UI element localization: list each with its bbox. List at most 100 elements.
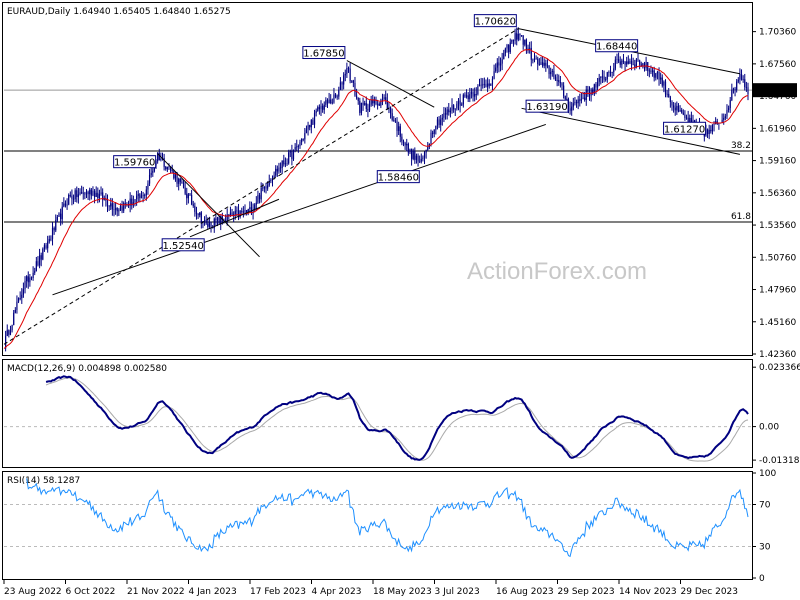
candle-body bbox=[475, 94, 477, 95]
candle-body bbox=[22, 289, 25, 295]
candle-body bbox=[373, 99, 375, 104]
candle-body bbox=[687, 117, 689, 124]
candle-body bbox=[543, 62, 545, 66]
candle-body bbox=[613, 68, 615, 73]
current-price-marker bbox=[753, 83, 797, 98]
candle-body bbox=[228, 214, 230, 216]
candle-body bbox=[320, 105, 322, 110]
candle-body bbox=[43, 245, 46, 249]
candle-body bbox=[355, 95, 358, 98]
candle-body bbox=[281, 160, 283, 168]
candle-body bbox=[339, 82, 342, 90]
candle-body bbox=[553, 70, 555, 78]
candle-body bbox=[590, 89, 592, 96]
candle-body bbox=[200, 212, 202, 223]
candle-body bbox=[681, 109, 683, 113]
candle-body bbox=[410, 148, 413, 159]
watermark: ActionForex.com bbox=[467, 258, 647, 285]
candle-body bbox=[485, 83, 487, 87]
candle-body bbox=[520, 35, 523, 37]
current-price-label: 1.65275 bbox=[756, 86, 793, 96]
candle-body bbox=[255, 202, 257, 205]
candle-body bbox=[689, 117, 691, 124]
candle-body bbox=[535, 58, 537, 60]
candle-body bbox=[242, 211, 244, 213]
candle-body bbox=[692, 120, 694, 123]
candle-body bbox=[487, 83, 489, 87]
candle-body bbox=[655, 73, 657, 78]
trendline bbox=[3, 28, 519, 345]
candle-body bbox=[208, 222, 211, 227]
candle-body bbox=[291, 151, 293, 160]
candle-body bbox=[377, 103, 379, 105]
candle-body bbox=[587, 89, 589, 93]
candle-body bbox=[621, 60, 623, 65]
candle-body bbox=[367, 108, 369, 111]
candle-body bbox=[483, 83, 485, 85]
candle-body bbox=[580, 98, 583, 101]
candle-body bbox=[333, 94, 335, 103]
candle-body bbox=[118, 210, 120, 212]
candle-body bbox=[108, 205, 110, 207]
candle-body bbox=[422, 157, 424, 159]
ema-line bbox=[3, 48, 749, 349]
macd-panel-header: MACD(12,26,9) 0.004898 0.002580 bbox=[7, 364, 167, 374]
annotation-label: 1.67850 bbox=[303, 49, 344, 60]
candle-body bbox=[744, 79, 746, 88]
candle-body bbox=[63, 203, 65, 207]
candle-body bbox=[650, 70, 652, 73]
candle-body bbox=[451, 105, 453, 111]
candle-body bbox=[548, 65, 550, 75]
candle-body bbox=[186, 193, 188, 199]
candle-body bbox=[150, 172, 152, 176]
candle-body bbox=[512, 39, 515, 41]
candle-body bbox=[616, 59, 618, 60]
candle-body bbox=[634, 64, 636, 67]
candle-body bbox=[184, 187, 186, 194]
price-tick-label: 1.50760 bbox=[759, 253, 796, 263]
candle-body bbox=[267, 185, 269, 189]
candle-body bbox=[642, 63, 644, 67]
candle-body bbox=[268, 181, 270, 186]
candle-body bbox=[624, 62, 626, 65]
candle-body bbox=[292, 149, 295, 160]
candle-body bbox=[569, 108, 571, 111]
candle-body bbox=[19, 298, 21, 299]
candle-body bbox=[72, 198, 75, 200]
candle-body bbox=[346, 68, 348, 74]
candle-body bbox=[488, 83, 490, 86]
candle-body bbox=[349, 68, 351, 81]
candle-body bbox=[181, 181, 183, 183]
candle-body bbox=[265, 186, 267, 189]
candle-body bbox=[598, 77, 600, 82]
price-tick-label: 1.47960 bbox=[759, 286, 796, 296]
candle-body bbox=[585, 89, 587, 100]
candle-body bbox=[467, 95, 469, 100]
candle-body bbox=[307, 125, 309, 130]
candle-body bbox=[362, 102, 364, 105]
candle-body bbox=[419, 161, 421, 163]
candle-body bbox=[357, 97, 359, 101]
candle-body bbox=[558, 79, 560, 83]
candle-body bbox=[540, 62, 542, 65]
trendline bbox=[157, 153, 260, 258]
candle-body bbox=[603, 76, 605, 80]
candle-body bbox=[595, 84, 597, 88]
candle-body bbox=[244, 210, 246, 213]
candle-body bbox=[546, 65, 549, 67]
trendline bbox=[52, 123, 546, 296]
candle-body bbox=[470, 91, 473, 95]
candle-body bbox=[9, 330, 12, 335]
candle-body bbox=[250, 207, 253, 214]
candle-body bbox=[577, 99, 579, 104]
candle-body bbox=[100, 192, 102, 195]
macd-panel-frame bbox=[2, 359, 753, 468]
candle-body bbox=[436, 119, 439, 126]
rsi-tick-label: 0 bbox=[759, 574, 765, 584]
candle-body bbox=[637, 59, 639, 61]
candle-body bbox=[231, 212, 233, 216]
candle-body bbox=[32, 272, 34, 278]
candle-body bbox=[674, 107, 676, 111]
candle-body bbox=[111, 203, 113, 210]
